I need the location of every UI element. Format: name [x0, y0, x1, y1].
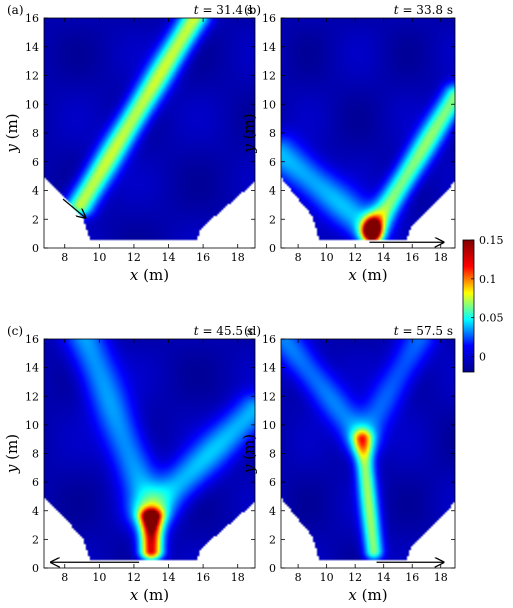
y-tick-label: 12: [25, 390, 39, 403]
time-label: t = 33.8 s: [394, 3, 453, 17]
y-tick-label: 6: [269, 156, 276, 169]
y-tick-label: 6: [32, 476, 39, 489]
panel-label: (b): [244, 3, 261, 17]
heatmap-image: [281, 18, 455, 248]
colorbar-tick-label: 0.05: [479, 312, 504, 325]
x-tick-label: 16: [405, 571, 419, 584]
flow-arrow: [62, 198, 85, 218]
y-axis-label: y (m): [3, 113, 21, 153]
y-tick-label: 2: [32, 533, 39, 546]
panel-label: (c): [7, 324, 23, 338]
y-axis-label: y (m): [240, 434, 258, 474]
x-tick-label: 10: [320, 251, 334, 264]
colorbar-tick-label: 0: [479, 350, 486, 363]
x-tick-label: 18: [434, 251, 448, 264]
panel-b: 8 10 12 14 16 18 0 2 4 6 8 10 12 14 16 x (m) y (m) (b) t =…: [240, 3, 456, 284]
x-tick-label: 12: [127, 571, 141, 584]
y-tick-label: 8: [32, 127, 39, 140]
colorbar-gradient: [462, 239, 475, 373]
y-tick-label: 10: [262, 419, 276, 432]
heatmap-image: [44, 18, 255, 248]
y-tick-label: 8: [269, 127, 276, 140]
y-tick-label: 10: [262, 98, 276, 111]
y-tick-label: 14: [262, 362, 276, 375]
time-label: t = 31.4 s: [194, 3, 253, 17]
y-tick-label: 14: [25, 362, 39, 375]
x-tick-label: 12: [127, 251, 141, 264]
y-tick-label: 16: [262, 333, 276, 346]
x-axis-label: x (m): [130, 266, 169, 284]
x-tick-label: 16: [196, 251, 210, 264]
x-axis-label: x (m): [348, 266, 387, 284]
y-tick-label: 12: [262, 70, 276, 83]
x-axis-label: x (m): [130, 586, 169, 604]
y-tick-label: 12: [262, 390, 276, 403]
x-tick-label: 16: [405, 251, 419, 264]
x-tick-label: 14: [162, 251, 176, 264]
y-tick-label: 10: [25, 419, 39, 432]
y-tick-label: 0: [269, 242, 276, 255]
panel-label: (a): [7, 3, 24, 17]
y-tick-label: 16: [25, 333, 39, 346]
x-tick-label: 14: [377, 251, 391, 264]
y-tick-label: 10: [25, 98, 39, 111]
x-axis-label: x (m): [348, 586, 387, 604]
time-label: t = 57.5 s: [394, 324, 453, 338]
x-tick-label: 8: [61, 251, 68, 264]
x-tick-label: 14: [162, 571, 176, 584]
panel-d: 8 10 12 14 16 18 0 2 4 6 8 10 12 14 16 x (m) y (m) (d) t =…: [240, 324, 456, 604]
heatmap-image: [44, 339, 255, 568]
panel-label: (d): [244, 324, 261, 338]
y-tick-label: 6: [32, 156, 39, 169]
y-tick-label: 4: [32, 185, 39, 198]
y-tick-label: 12: [25, 70, 39, 83]
y-tick-label: 6: [269, 476, 276, 489]
x-tick-label: 12: [348, 571, 362, 584]
heatmap-image: [281, 339, 455, 568]
y-tick-label: 16: [262, 12, 276, 25]
y-tick-label: 4: [269, 185, 276, 198]
y-tick-label: 0: [32, 562, 39, 575]
y-tick-label: 14: [262, 41, 276, 54]
y-axis-label: y (m): [3, 434, 21, 474]
y-tick-label: 4: [269, 505, 276, 518]
panel-c: 8 10 12 14 16 18 0 2 4 6 8 10 12 14 16 x (m) y (m) (c) t =…: [3, 324, 256, 604]
y-tick-label: 14: [25, 41, 39, 54]
x-tick-label: 16: [196, 571, 210, 584]
x-tick-label: 8: [295, 251, 302, 264]
y-tick-label: 0: [32, 242, 39, 255]
x-tick-label: 8: [295, 571, 302, 584]
y-tick-label: 2: [32, 213, 39, 226]
y-tick-label: 2: [269, 213, 276, 226]
x-tick-label: 10: [320, 571, 334, 584]
x-tick-label: 18: [434, 571, 448, 584]
colorbar: 0.15 0.1 0.05 0: [462, 234, 504, 373]
x-tick-label: 10: [92, 251, 106, 264]
x-tick-label: 8: [61, 571, 68, 584]
y-tick-label: 8: [269, 448, 276, 461]
y-tick-label: 4: [32, 505, 39, 518]
y-axis-label: y (m): [240, 113, 258, 153]
y-tick-label: 8: [32, 448, 39, 461]
colorbar-tick-label: 0.1: [479, 273, 497, 286]
y-tick-label: 0: [269, 562, 276, 575]
time-label: t = 45.5 s: [194, 324, 253, 338]
x-tick-label: 12: [348, 251, 362, 264]
x-tick-label: 18: [231, 251, 245, 264]
y-tick-label: 2: [269, 533, 276, 546]
x-tick-label: 18: [231, 571, 245, 584]
x-tick-label: 14: [377, 571, 391, 584]
colorbar-tick-label: 0.15: [479, 234, 504, 247]
panel-a: 8 10 12 14 16 18 0 2 4 6 8 10 12 14 16 x (m) y (m) (a) t =…: [3, 3, 256, 284]
x-tick-label: 10: [92, 571, 106, 584]
y-tick-label: 16: [25, 12, 39, 25]
